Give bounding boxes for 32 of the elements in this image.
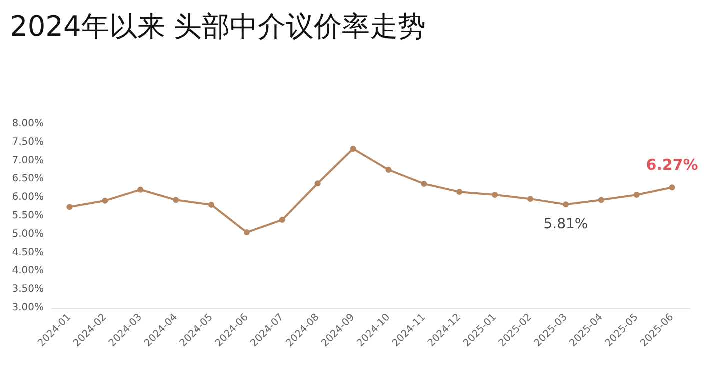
y-tick-label: 6.50% [12, 174, 44, 185]
point [350, 146, 356, 152]
y-tick-label: 7.00% [12, 155, 44, 166]
y-tick-label: 5.00% [12, 228, 44, 240]
y-tick-label: 5.50% [12, 210, 44, 222]
point [173, 197, 180, 204]
point [456, 189, 463, 196]
y-tick-label: 7.50% [12, 136, 44, 148]
point [492, 192, 498, 198]
point [386, 167, 392, 173]
data-label: 6.27% [646, 156, 698, 174]
point [102, 198, 108, 204]
point [634, 192, 640, 198]
y-tick-label: 6.00% [12, 192, 44, 204]
point [598, 197, 604, 204]
point [528, 196, 534, 202]
data-label: 5.81% [544, 216, 588, 233]
point [669, 184, 676, 191]
y-tick-label: 4.00% [12, 266, 44, 277]
point [279, 217, 286, 224]
y-tick-label: 3.50% [12, 284, 44, 296]
point [208, 202, 214, 208]
y-tick-label: 4.50% [12, 247, 44, 258]
point [421, 180, 428, 187]
y-tick-label: 3.00% [12, 302, 44, 314]
point [244, 230, 250, 236]
point [66, 204, 73, 210]
point [314, 180, 321, 187]
point [138, 186, 144, 193]
y-tick-label: 8.00% [12, 118, 44, 130]
chart-title: 2024年以来 头部中介议价率走势 [10, 9, 426, 45]
point [562, 202, 569, 208]
